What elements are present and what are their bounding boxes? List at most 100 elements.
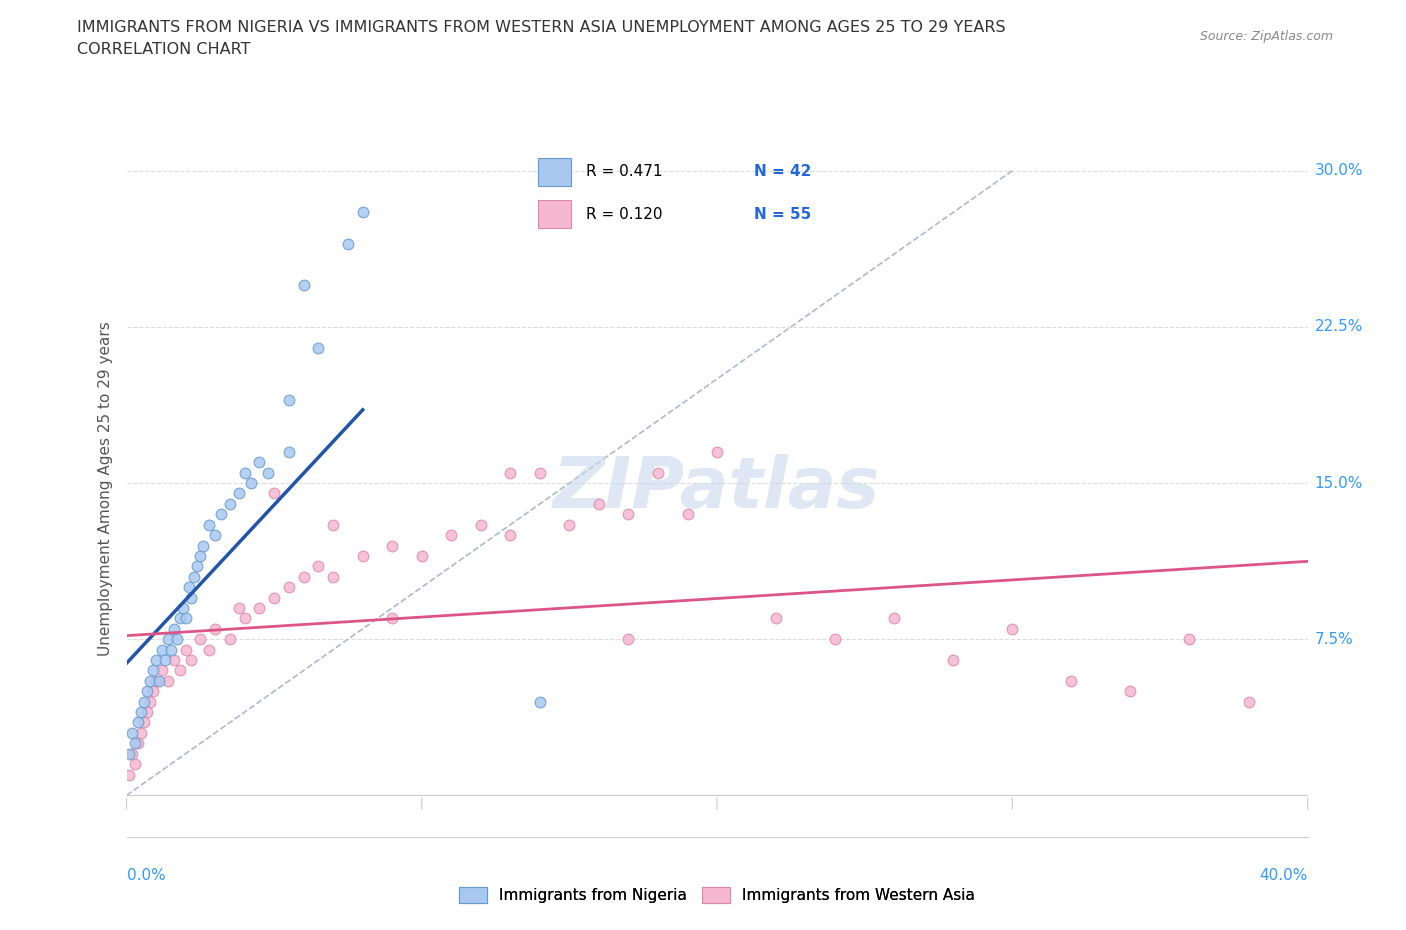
Text: R = 0.471: R = 0.471: [586, 165, 662, 179]
Point: [169, 611, 191, 626]
Point: [139, 673, 162, 688]
Point: [156, 673, 179, 688]
Point: [1119, 684, 1142, 698]
Point: [183, 569, 205, 584]
Point: [307, 559, 329, 574]
Point: [247, 601, 270, 616]
Text: 40.0%: 40.0%: [1260, 868, 1308, 883]
Text: 22.5%: 22.5%: [1315, 319, 1362, 335]
Point: [307, 340, 329, 355]
Text: 15.0%: 15.0%: [1315, 475, 1362, 490]
Point: [142, 684, 165, 698]
Point: [278, 392, 301, 407]
Point: [647, 465, 669, 480]
Text: IMMIGRANTS FROM NIGERIA VS IMMIGRANTS FROM WESTERN ASIA UNEMPLOYMENT AMONG AGES : IMMIGRANTS FROM NIGERIA VS IMMIGRANTS FR…: [77, 20, 1005, 35]
Point: [292, 569, 315, 584]
Point: [153, 653, 176, 668]
Point: [121, 746, 143, 761]
Point: [118, 746, 141, 761]
Point: [617, 631, 640, 646]
Point: [263, 486, 285, 501]
Point: [204, 621, 226, 636]
Point: [278, 579, 301, 594]
Point: [188, 549, 211, 564]
Point: [159, 643, 183, 658]
Point: [233, 465, 256, 480]
Point: [617, 507, 640, 522]
Point: [1001, 621, 1024, 636]
Point: [352, 549, 374, 564]
Point: [127, 715, 149, 730]
Point: [263, 591, 285, 605]
Point: [765, 611, 787, 626]
Point: [381, 611, 404, 626]
Point: [127, 736, 149, 751]
Point: [228, 486, 250, 501]
Point: [381, 538, 404, 553]
Point: [529, 465, 551, 480]
Point: [337, 236, 360, 251]
Point: [588, 497, 610, 512]
Text: 30.0%: 30.0%: [1315, 164, 1362, 179]
Text: CORRELATION CHART: CORRELATION CHART: [77, 42, 250, 57]
Text: 0.0%: 0.0%: [127, 868, 166, 883]
Point: [1178, 631, 1201, 646]
Point: [209, 507, 232, 522]
Point: [150, 663, 173, 678]
Point: [292, 278, 315, 293]
Point: [134, 694, 156, 709]
Point: [142, 663, 165, 678]
Point: [411, 549, 433, 564]
Point: [172, 601, 194, 616]
Point: [174, 611, 197, 626]
Point: [219, 631, 242, 646]
Point: [163, 653, 186, 668]
Point: [193, 538, 215, 553]
Point: [352, 205, 374, 219]
Point: [1060, 673, 1083, 688]
Point: [233, 611, 256, 626]
Point: [883, 611, 905, 626]
Point: [942, 653, 965, 668]
Point: [322, 517, 344, 532]
FancyBboxPatch shape: [538, 158, 571, 186]
Point: [440, 527, 463, 542]
Point: [121, 725, 143, 740]
Point: [156, 631, 179, 646]
Text: N = 42: N = 42: [754, 165, 811, 179]
Text: Source: ZipAtlas.com: Source: ZipAtlas.com: [1199, 30, 1333, 43]
Point: [129, 705, 153, 720]
Point: [145, 653, 167, 668]
Point: [169, 663, 191, 678]
Point: [136, 684, 159, 698]
Point: [1237, 694, 1260, 709]
Point: [118, 767, 141, 782]
Point: [824, 631, 846, 646]
Point: [558, 517, 581, 532]
Point: [247, 455, 270, 470]
Text: R = 0.120: R = 0.120: [586, 206, 662, 221]
Point: [150, 643, 173, 658]
Point: [198, 517, 221, 532]
Point: [180, 591, 202, 605]
Point: [129, 725, 153, 740]
Point: [228, 601, 250, 616]
Text: ZIPatlas: ZIPatlas: [554, 454, 880, 523]
Point: [204, 527, 226, 542]
Point: [706, 445, 728, 459]
Point: [239, 475, 262, 490]
Point: [166, 631, 188, 646]
Point: [134, 715, 156, 730]
Point: [219, 497, 242, 512]
Point: [198, 643, 221, 658]
Point: [529, 694, 551, 709]
Point: [124, 757, 146, 772]
Point: [186, 559, 208, 574]
Y-axis label: Unemployment Among Ages 25 to 29 years: Unemployment Among Ages 25 to 29 years: [98, 321, 114, 656]
Legend: Immigrants from Nigeria, Immigrants from Western Asia: Immigrants from Nigeria, Immigrants from…: [453, 882, 981, 910]
Point: [499, 465, 522, 480]
Point: [180, 653, 202, 668]
Point: [177, 579, 200, 594]
Point: [148, 673, 170, 688]
Point: [278, 445, 301, 459]
